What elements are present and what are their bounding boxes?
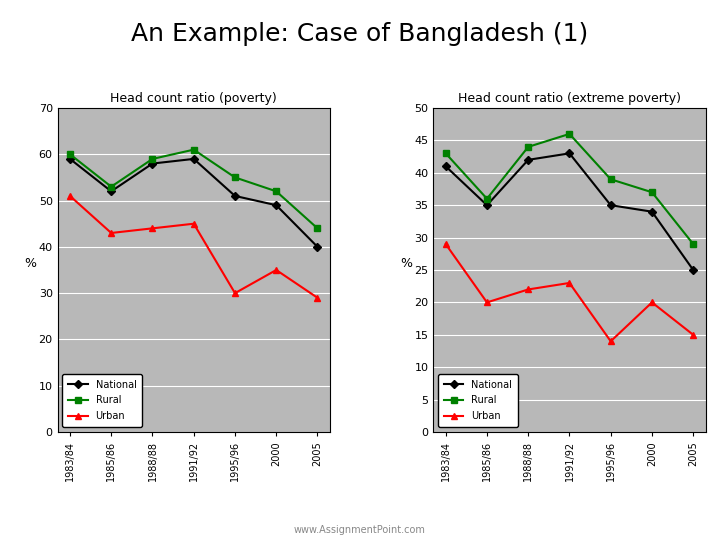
Rural (66, 151, 74, 158)
Rural (689, 241, 698, 247)
Rural (482, 195, 491, 202)
Y-axis label: %: % (24, 257, 37, 270)
Rural (230, 174, 239, 181)
Legend: National, Rural, Urban: National, Rural, Urban (63, 374, 143, 427)
National (313, 244, 322, 250)
Rural (441, 150, 450, 157)
Urban (606, 338, 615, 345)
Line: National: National (443, 151, 696, 273)
Urban (441, 241, 450, 247)
Line: Urban: Urban (67, 193, 320, 301)
Rural (313, 225, 322, 232)
Line: Rural: Rural (67, 147, 320, 231)
National (441, 163, 450, 170)
Rural (648, 189, 657, 195)
Rural (272, 188, 281, 194)
National (272, 202, 281, 208)
National (482, 202, 491, 208)
National (524, 157, 533, 163)
National (689, 267, 698, 273)
Urban (482, 299, 491, 306)
Rural (189, 146, 198, 153)
Urban (565, 280, 574, 286)
Rural (606, 176, 615, 183)
National (66, 156, 74, 162)
Urban (107, 230, 115, 236)
Text: www.AssignmentPoint.com: www.AssignmentPoint.com (294, 524, 426, 535)
National (606, 202, 615, 208)
Rural (524, 144, 533, 150)
Text: Head count ratio (poverty): Head count ratio (poverty) (110, 92, 277, 105)
Rural (565, 131, 574, 137)
National (148, 160, 157, 167)
Text: Head count ratio (extreme poverty): Head count ratio (extreme poverty) (458, 92, 681, 105)
National (565, 150, 574, 157)
Urban (272, 267, 281, 273)
Urban (148, 225, 157, 232)
Y-axis label: %: % (400, 257, 412, 270)
Urban (66, 193, 74, 199)
Line: National: National (67, 156, 320, 249)
Text: An Example: Case of Bangladesh (1): An Example: Case of Bangladesh (1) (131, 22, 589, 45)
Legend: National, Rural, Urban: National, Rural, Urban (438, 374, 518, 427)
National (189, 156, 198, 162)
Urban (689, 332, 698, 338)
Urban (189, 220, 198, 227)
Urban (313, 294, 322, 301)
Rural (148, 156, 157, 162)
Urban (524, 286, 533, 293)
Urban (648, 299, 657, 306)
National (648, 208, 657, 215)
Line: Urban: Urban (443, 241, 696, 344)
National (230, 193, 239, 199)
Urban (230, 290, 239, 296)
Rural (107, 184, 115, 190)
National (107, 188, 115, 194)
Line: Rural: Rural (443, 131, 696, 247)
